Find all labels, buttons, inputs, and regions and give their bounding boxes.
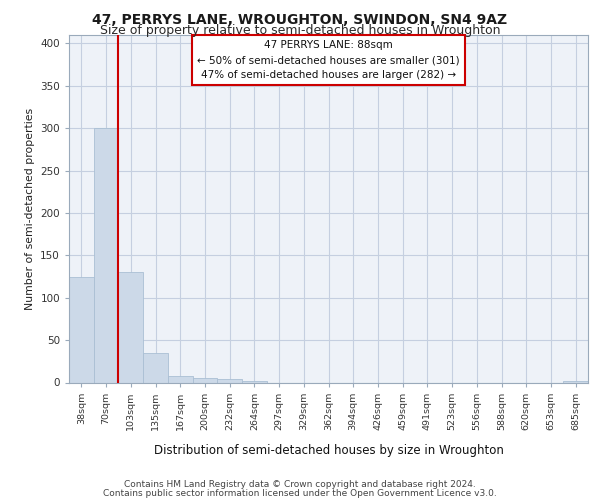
- Y-axis label: Number of semi-detached properties: Number of semi-detached properties: [25, 108, 35, 310]
- Bar: [217, 379, 242, 382]
- Bar: [168, 376, 193, 382]
- Text: Size of property relative to semi-detached houses in Wroughton: Size of property relative to semi-detach…: [100, 24, 500, 37]
- Text: 47, PERRYS LANE, WROUGHTON, SWINDON, SN4 9AZ: 47, PERRYS LANE, WROUGHTON, SWINDON, SN4…: [92, 12, 508, 26]
- Text: Contains public sector information licensed under the Open Government Licence v3: Contains public sector information licen…: [103, 488, 497, 498]
- Bar: [242, 381, 267, 382]
- Bar: [118, 272, 143, 382]
- Bar: [563, 381, 588, 382]
- Text: Contains HM Land Registry data © Crown copyright and database right 2024.: Contains HM Land Registry data © Crown c…: [124, 480, 476, 489]
- Text: 47 PERRYS LANE: 88sqm
← 50% of semi-detached houses are smaller (301)
47% of sem: 47 PERRYS LANE: 88sqm ← 50% of semi-deta…: [197, 40, 460, 80]
- Bar: [69, 276, 94, 382]
- Bar: [94, 128, 118, 382]
- X-axis label: Distribution of semi-detached houses by size in Wroughton: Distribution of semi-detached houses by …: [154, 444, 503, 457]
- Bar: [193, 378, 217, 382]
- Bar: [143, 353, 168, 382]
